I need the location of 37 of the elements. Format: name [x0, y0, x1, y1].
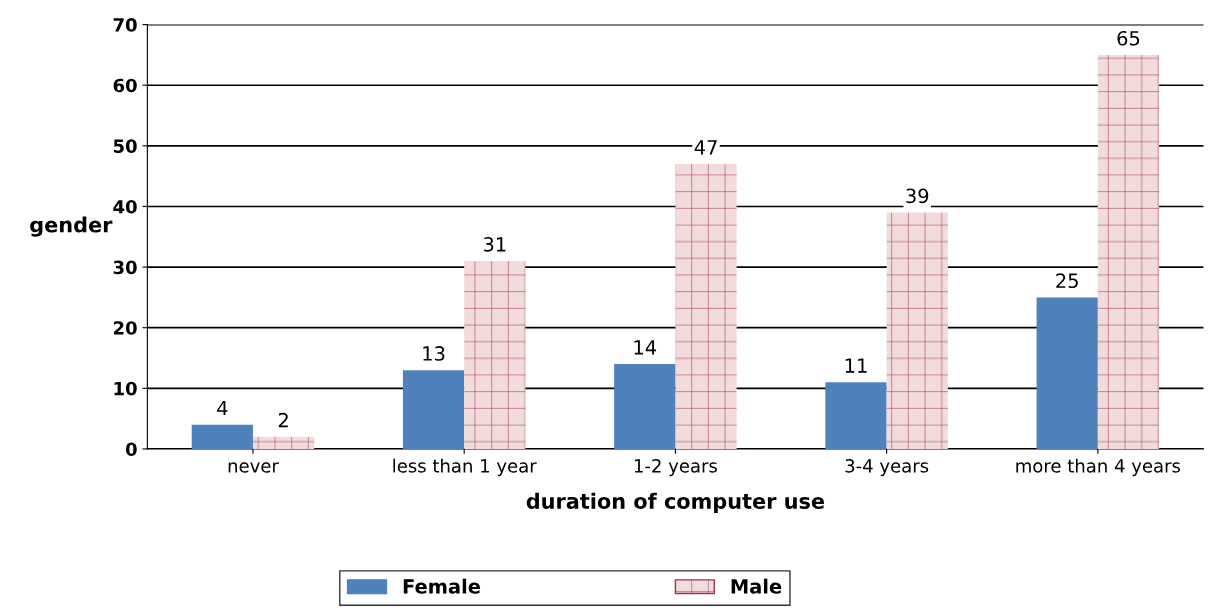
data-label: 47 — [694, 140, 717, 155]
bar — [675, 164, 737, 449]
y-tick-label: 60 — [113, 78, 137, 93]
bar — [464, 261, 526, 449]
bar — [1036, 297, 1098, 449]
data-label: 2 — [278, 412, 288, 428]
y-tick-label: 20 — [113, 321, 137, 335]
y-tick-label: 70 — [113, 18, 137, 32]
bar — [252, 436, 315, 449]
data-label: 39 — [906, 188, 929, 204]
x-tick-label: 3-4 years — [845, 458, 929, 477]
data-label: 13 — [423, 346, 445, 361]
data-label: 31 — [483, 236, 506, 252]
x-tick-label: 1-2 years — [634, 458, 717, 477]
data-label: 14 — [634, 340, 657, 355]
bar — [191, 424, 253, 449]
legend-label: Male — [731, 578, 782, 594]
x-tick-label: more than 4 years — [1016, 458, 1181, 477]
bar — [886, 212, 948, 449]
legend-label: Female — [403, 578, 481, 594]
bar — [402, 370, 465, 449]
data-label: 11 — [845, 358, 867, 373]
data-label: 4 — [217, 400, 228, 416]
x-tick-label: less than 1 year — [393, 458, 537, 477]
y-tick-label: 30 — [113, 260, 137, 275]
data-label: 25 — [1056, 273, 1078, 289]
data-label: 65 — [1117, 30, 1140, 46]
y-axis-title: gender — [30, 216, 113, 237]
bar — [825, 382, 887, 449]
bar — [1097, 54, 1160, 449]
x-tick-label: never — [228, 462, 279, 473]
y-tick-label: 0 — [125, 442, 137, 457]
y-tick-label: 10 — [114, 381, 137, 396]
bar — [614, 364, 676, 449]
x-axis-title: duration of computer use — [526, 492, 825, 513]
y-tick-label: 40 — [113, 199, 137, 214]
y-tick-label: 50 — [113, 139, 137, 153]
